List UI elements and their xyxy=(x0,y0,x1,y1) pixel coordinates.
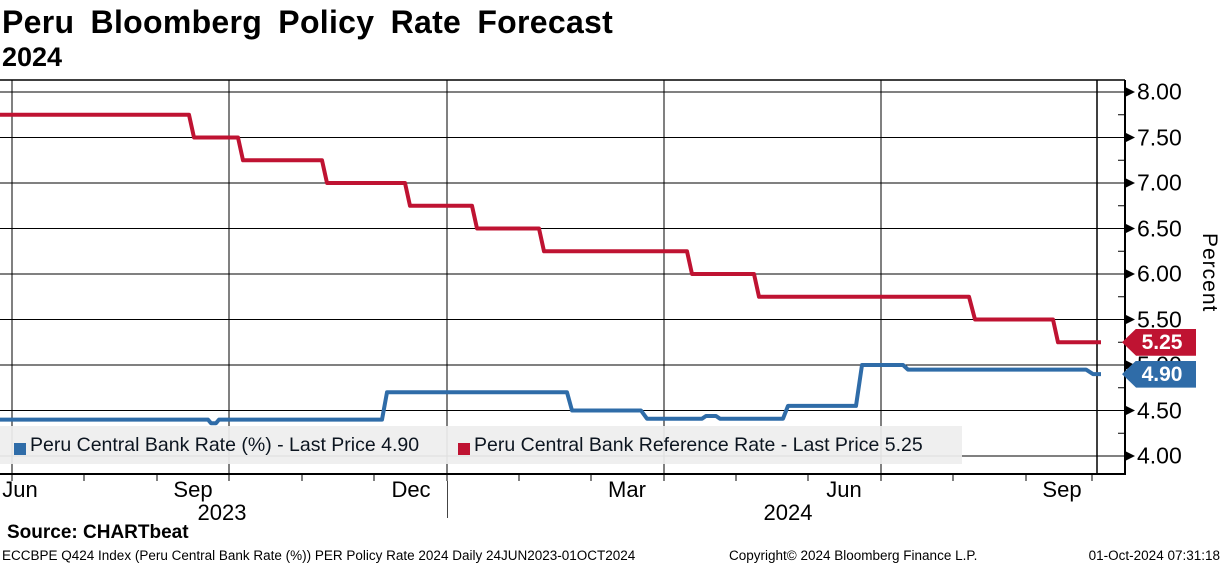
x-axis-month-label: Jun xyxy=(2,477,38,502)
y-axis-tick-label: 5.50 xyxy=(1137,306,1182,332)
y-axis-tick-label: 8.00 xyxy=(1137,78,1182,105)
series-line-bank-rate xyxy=(0,363,1101,426)
y-axis-tick-label: 4.50 xyxy=(1137,397,1182,423)
legend-item-reference-rate[interactable]: Peru Central Bank Reference Rate - Last … xyxy=(474,434,923,456)
y-axis-tick-label: 6.00 xyxy=(1137,260,1182,287)
y-axis-tick-arrow xyxy=(1125,178,1135,188)
legend-swatch-reference-rate xyxy=(458,443,470,455)
year-separator-line xyxy=(447,481,448,518)
legend-swatch-bank-rate xyxy=(14,443,26,455)
y-axis-tick-arrow xyxy=(1125,223,1135,234)
y-axis-tick-arrow xyxy=(1125,314,1135,325)
y-axis-tick-label: 7.00 xyxy=(1137,169,1182,196)
x-axis-month-label: Jun xyxy=(826,477,862,502)
x-axis-month-label: Sep xyxy=(173,477,213,502)
y-axis-tick-label: 7.50 xyxy=(1137,124,1182,150)
y-axis-tick-label: 6.50 xyxy=(1137,215,1182,241)
y-axis-tick-arrow xyxy=(1125,269,1135,279)
y-axis-title: Percent xyxy=(1198,233,1221,313)
legend-item-bank-rate[interactable]: Peru Central Bank Rate (%) - Last Price … xyxy=(30,434,420,456)
y-axis-tick-label: 4.00 xyxy=(1137,442,1182,469)
y-axis-tick-arrow xyxy=(1125,360,1135,370)
x-axis-month-label: Sep xyxy=(1042,477,1082,502)
page-subtitle: 2024 xyxy=(2,42,63,72)
x-axis-month-label: Dec xyxy=(391,477,431,502)
source-label: Source: CHARTbeat xyxy=(7,522,189,543)
timestamp: 01-Oct-2024 07:31:18 xyxy=(1088,548,1220,563)
page-title: Peru Bloomberg Policy Rate Forecast xyxy=(2,4,614,40)
last-price-badge-bank-rate: 4.90 xyxy=(1122,360,1196,388)
x-axis-year-label: 2024 xyxy=(763,500,813,525)
y-axis-tick-arrow xyxy=(1125,451,1135,461)
last-price-badge-reference-rate: 5.25 xyxy=(1122,328,1196,356)
y-axis-tick-arrow xyxy=(1125,132,1135,143)
copyright-notice: Copyright© 2024 Bloomberg Finance L.P. xyxy=(729,548,978,563)
ticker-description: ECCBPE Q424 Index (Peru Central Bank Rat… xyxy=(2,548,636,563)
legend: Peru Central Bank Rate (%) - Last Price … xyxy=(0,426,962,464)
y-axis-tick-arrow xyxy=(1125,405,1135,416)
x-axis-month-label: Mar xyxy=(608,477,646,502)
y-axis-tick-arrow xyxy=(1125,87,1135,97)
series-line-reference-rate xyxy=(0,112,1101,345)
x-axis-year-label: 2023 xyxy=(197,500,247,525)
